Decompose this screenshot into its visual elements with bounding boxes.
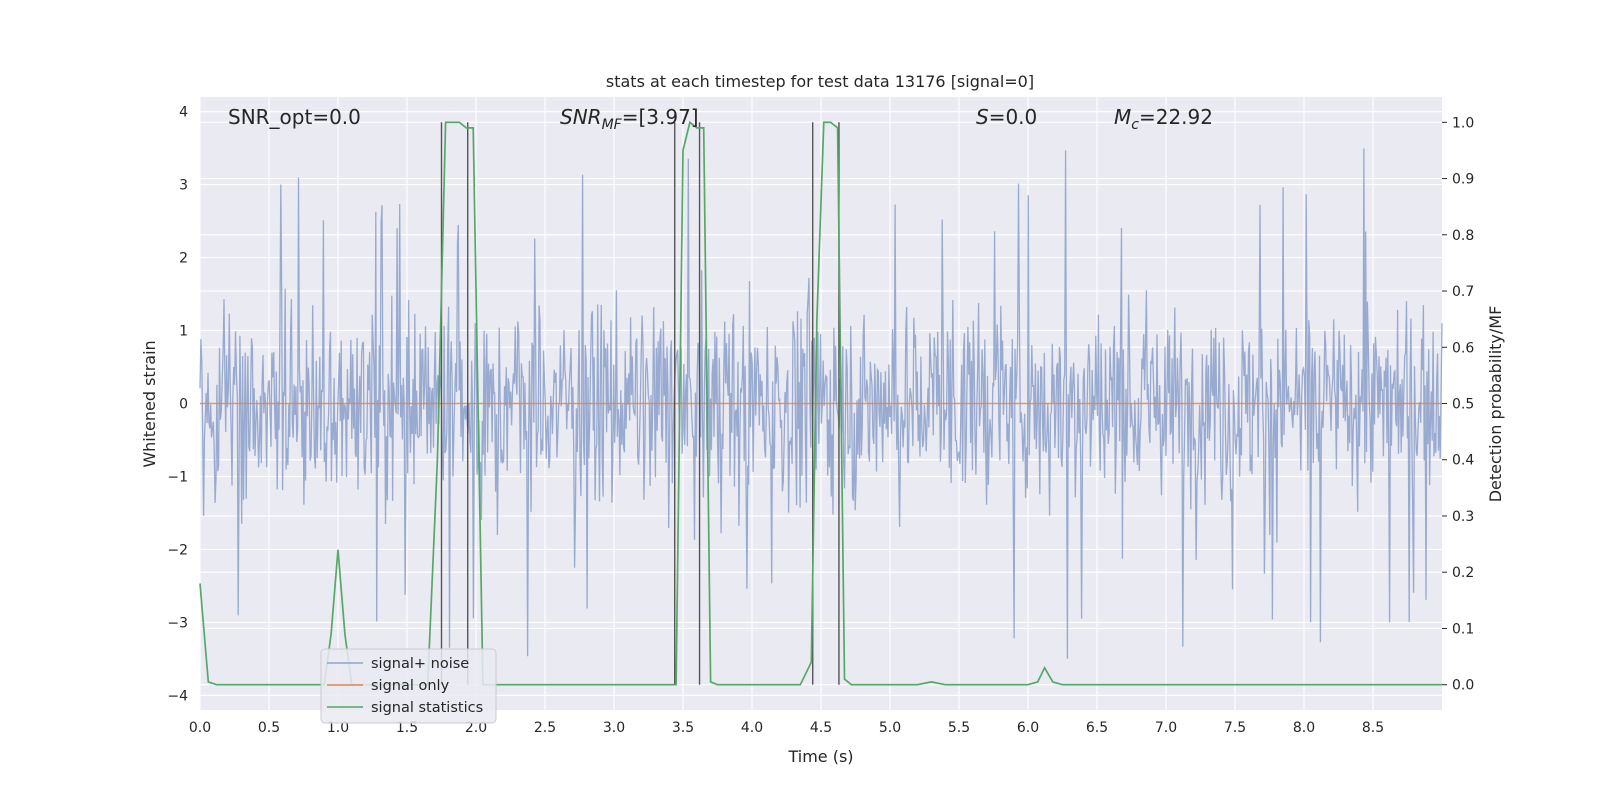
y-axis-ticks: 4 3 2 1 0 −1 −2 −3 −4 xyxy=(167,105,188,705)
y-tick-label: −3 xyxy=(167,615,188,631)
mc-annotation: Mc=22.92 xyxy=(1114,105,1213,133)
legend-label-statistics: signal statistics xyxy=(371,700,483,716)
x-tick-label: 1.5 xyxy=(396,720,418,736)
x-tick-label: 6.5 xyxy=(1086,720,1108,736)
legend: signal+ noise signal only signal statist… xyxy=(320,648,497,724)
s-main: S xyxy=(976,105,989,129)
mc-sub: c xyxy=(1131,117,1139,133)
snr-mf-main: SNR xyxy=(560,105,602,129)
y-right-tick-label: 0.8 xyxy=(1452,228,1474,244)
snr-opt-annotation: SNR_opt=0.0 xyxy=(228,105,361,129)
x-axis-ticks: 0.0 0.5 1.0 1.5 2.0 2.5 3.0 3.5 4.0 4.5 5.0 5.5 6.0 6… xyxy=(189,720,1384,736)
s-value: =0.0 xyxy=(989,105,1038,129)
signal-noise-trace xyxy=(199,148,1443,659)
y-right-tick-label: 1.0 xyxy=(1452,115,1474,131)
snr-mf-annotation: SNRMF=[3.97] xyxy=(560,105,699,133)
x-tick-label: 2.0 xyxy=(465,720,487,736)
x-tick-label: 2.5 xyxy=(534,720,556,736)
y-right-tick-label: 0.5 xyxy=(1452,397,1474,413)
snr-mf-value: =[3.97] xyxy=(622,105,699,129)
x-tick-label: 0.0 xyxy=(189,720,211,736)
y-tick-label: −4 xyxy=(167,688,188,704)
x-tick-label: 7.0 xyxy=(1155,720,1177,736)
y-right-tick-label: 0.3 xyxy=(1452,509,1474,525)
y-right-tick-label: 0.9 xyxy=(1452,172,1474,188)
y-tick-label: 4 xyxy=(179,105,188,121)
x-tick-label: 3.0 xyxy=(603,720,625,736)
x-tick-label: 0.5 xyxy=(258,720,280,736)
y-tick-label: 2 xyxy=(179,251,188,267)
x-tick-label: 5.0 xyxy=(879,720,901,736)
mc-value: =22.92 xyxy=(1139,105,1213,129)
x-tick-label: 4.0 xyxy=(741,720,763,736)
legend-label-noise: signal+ noise xyxy=(371,656,469,672)
x-tick-label: 6.0 xyxy=(1017,720,1039,736)
y-axis-label: Whitened strain xyxy=(140,340,159,467)
legend-box xyxy=(320,648,497,724)
y-right-tick-label: 0.4 xyxy=(1452,453,1474,469)
x-tick-label: 3.5 xyxy=(672,720,694,736)
y-tick-label: 1 xyxy=(179,324,188,340)
x-tick-label: 1.0 xyxy=(327,720,349,736)
y-right-axis-ticks: 1.0 0.9 0.8 0.7 0.6 0.5 0.4 0.3 0.2 0.1 0.0 xyxy=(1442,115,1474,694)
s-annotation: S=0.0 xyxy=(976,105,1037,129)
y-right-tick-label: 0.2 xyxy=(1452,565,1474,581)
x-tick-label: 7.5 xyxy=(1224,720,1246,736)
y-right-tick-label: 0.6 xyxy=(1452,340,1474,356)
y-right-tick-label: 0.7 xyxy=(1452,284,1474,300)
legend-label-signal-only: signal only xyxy=(371,678,450,694)
y-tick-label: 0 xyxy=(179,397,188,413)
x-tick-label: 5.5 xyxy=(948,720,970,736)
noise-trace-path xyxy=(199,148,1443,659)
y-right-tick-label: 0.1 xyxy=(1452,621,1474,637)
x-tick-label: 8.0 xyxy=(1293,720,1315,736)
y-tick-label: −1 xyxy=(167,469,188,485)
x-tick-label: 8.5 xyxy=(1362,720,1384,736)
snr-mf-sub: MF xyxy=(602,117,623,133)
y-tick-label: 3 xyxy=(179,178,188,194)
mc-main: M xyxy=(1114,105,1131,129)
y-tick-label: −2 xyxy=(167,542,188,558)
x-axis-label: Time (s) xyxy=(787,747,853,766)
chart-title: stats at each timestep for test data 131… xyxy=(606,72,1034,91)
y-right-axis-label: Detection probability/MF xyxy=(1486,306,1505,503)
y-right-tick-label: 0.0 xyxy=(1452,678,1474,694)
x-tick-label: 4.5 xyxy=(810,720,832,736)
